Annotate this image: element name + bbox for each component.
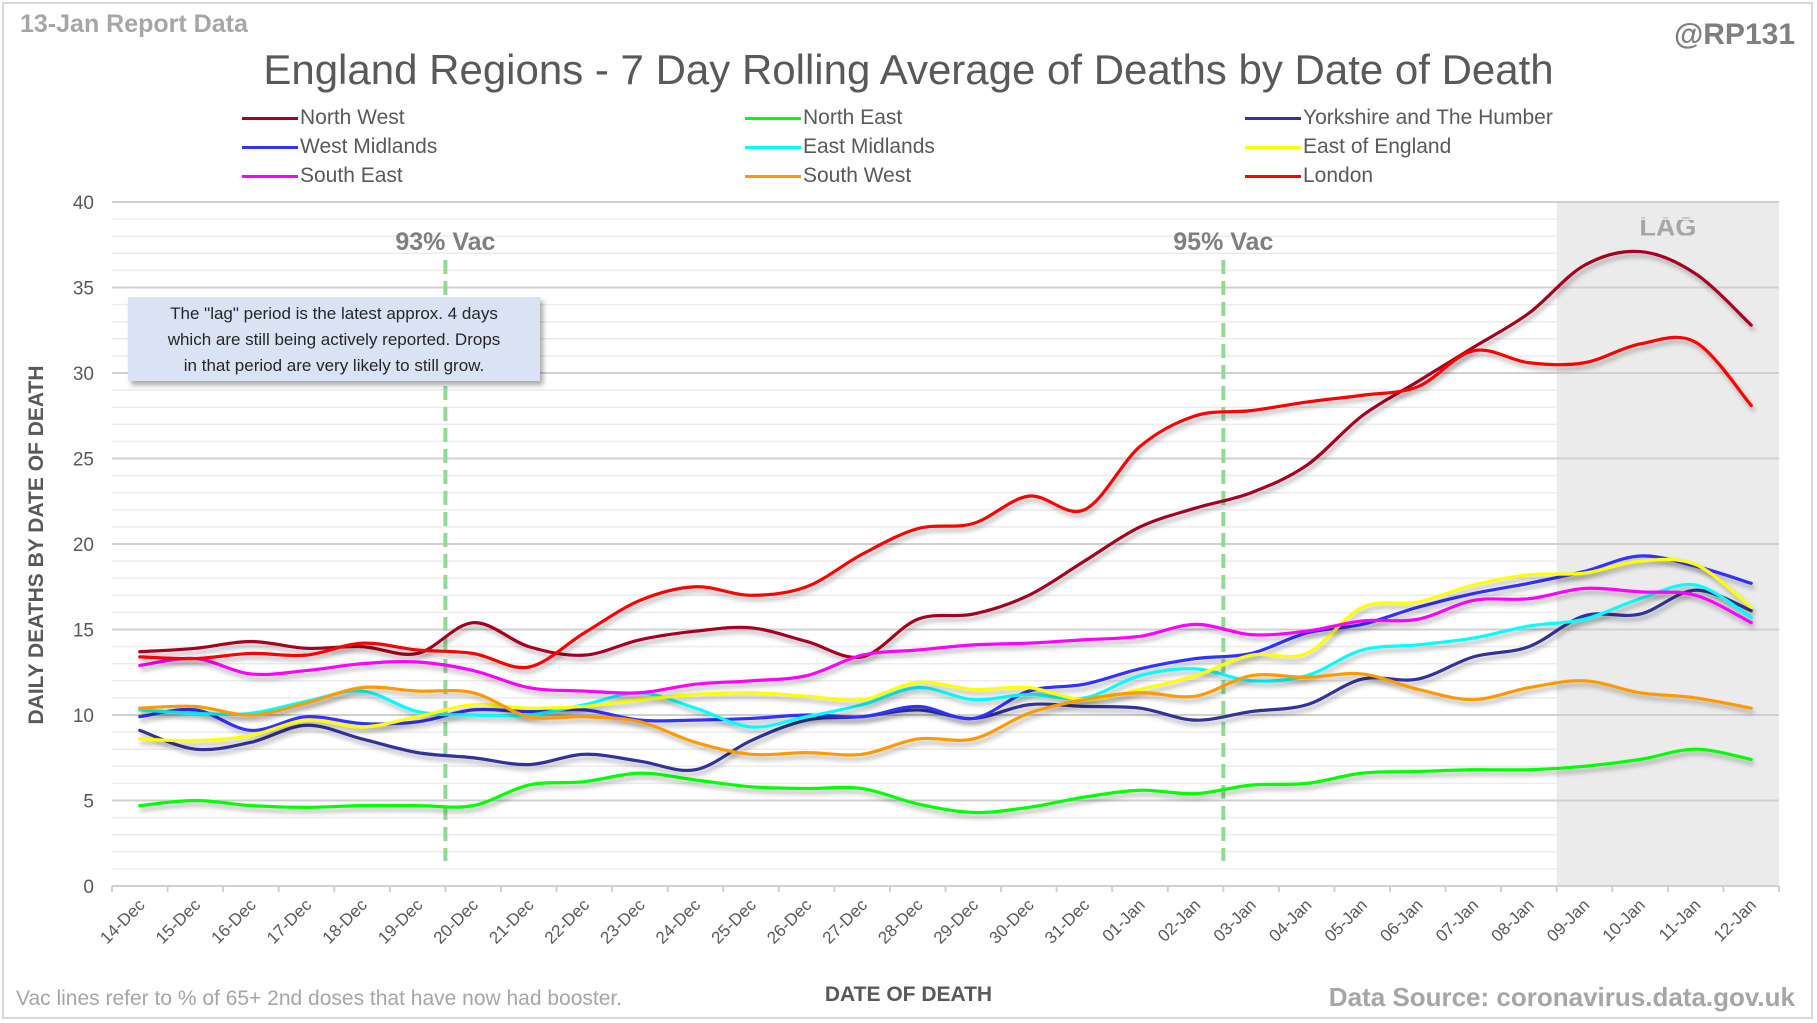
x-tick-label: 25-Dec xyxy=(708,895,761,948)
legend-label: North East xyxy=(803,106,903,129)
vac-label: 93% Vac xyxy=(395,228,495,256)
lag-label: LAG xyxy=(1639,212,1696,242)
legend-item: West Midlands xyxy=(242,133,437,161)
x-tick-label: 19-Dec xyxy=(374,895,427,948)
series-line-west-midlands xyxy=(138,554,1753,732)
x-axis-title: DATE OF DEATH xyxy=(824,983,993,1006)
x-tick-label: 08-Jan xyxy=(1488,895,1538,945)
x-tick-label: 18-Dec xyxy=(319,895,372,948)
legend-label: Yorkshire and The Humber xyxy=(1303,106,1553,129)
series-line-north-east xyxy=(138,747,1753,815)
x-tick-label: 12-Jan xyxy=(1710,895,1760,945)
legend: North West North East Yorkshire and The Hu… xyxy=(0,104,1817,194)
y-axis-title: DAILY DEATHS BY DATE OF DEATH xyxy=(25,365,48,725)
legend-label: North West xyxy=(300,106,405,129)
legend-swatch xyxy=(242,174,298,178)
legend-swatch xyxy=(1245,145,1301,149)
x-tick-label: 02-Jan xyxy=(1154,895,1204,945)
y-tick-label: 10 xyxy=(73,706,94,727)
y-tick-label: 40 xyxy=(73,193,94,214)
legend-label: East Midlands xyxy=(803,135,935,158)
legend-item: South East xyxy=(242,162,403,190)
lag-note-box: The "lag" period is the latest approx. 4… xyxy=(128,297,540,381)
x-tick-label: 29-Dec xyxy=(930,895,983,948)
x-tick-label: 27-Dec xyxy=(819,895,872,948)
x-tick-label: 28-Dec xyxy=(874,895,927,948)
legend-item: London xyxy=(1245,162,1373,190)
series-line-south-east xyxy=(138,586,1753,695)
x-tick-label: 01-Jan xyxy=(1099,895,1149,945)
x-tick-label: 26-Dec xyxy=(763,895,816,948)
x-tick-label: 14-Dec xyxy=(96,895,149,948)
legend-label: South West xyxy=(803,164,912,187)
x-tick-label: 23-Dec xyxy=(597,895,650,948)
y-tick-label: 0 xyxy=(83,877,94,898)
legend-item: East of England xyxy=(1245,133,1451,161)
y-tick-label: 15 xyxy=(73,621,94,642)
legend-item: South West xyxy=(745,162,911,190)
legend-swatch xyxy=(242,145,298,149)
x-tick-label: 07-Jan xyxy=(1432,895,1482,945)
x-tick-label: 16-Dec xyxy=(208,895,261,948)
x-tick-label: 10-Jan xyxy=(1599,895,1649,945)
lag-note-line: The "lag" period is the latest approx. 4… xyxy=(170,304,498,323)
legend-swatch xyxy=(1245,116,1301,120)
series-line-east-of-england xyxy=(138,557,1753,743)
x-tick-label: 06-Jan xyxy=(1376,895,1426,945)
x-tick-label: 22-Dec xyxy=(541,895,594,948)
legend-label: South East xyxy=(300,164,403,187)
y-axis-title-wrap: DAILY DEATHS BY DATE OF DEATH xyxy=(22,210,52,880)
chart-title: England Regions - 7 Day Rolling Average … xyxy=(263,46,1554,93)
y-tick-label: 20 xyxy=(73,535,94,556)
author-handle: @RP131 xyxy=(1674,18,1795,51)
series-line-london xyxy=(138,335,1753,670)
x-tick-label: 05-Jan xyxy=(1321,895,1371,945)
lag-note-line: in that period are very likely to still … xyxy=(183,356,485,375)
x-tick-label: 03-Jan xyxy=(1210,895,1260,945)
y-tick-label: 35 xyxy=(73,279,94,300)
x-tick-label: 04-Jan xyxy=(1265,895,1315,945)
legend-swatch xyxy=(745,116,801,120)
legend-item: North West xyxy=(242,104,405,132)
legend-item: East Midlands xyxy=(745,133,935,161)
x-tick-label: 24-Dec xyxy=(652,895,705,948)
vac-footnote: Vac lines refer to % of 65+ 2nd doses th… xyxy=(16,987,623,1010)
legend-swatch xyxy=(242,116,298,120)
x-tick-label: 21-Dec xyxy=(485,895,538,948)
legend-swatch xyxy=(745,145,801,149)
series-line-north-west xyxy=(138,249,1753,660)
legend-label: London xyxy=(1303,164,1374,187)
y-tick-label: 30 xyxy=(73,364,94,385)
series-line-south-west xyxy=(138,671,1753,757)
x-tick-label: 09-Jan xyxy=(1543,895,1593,945)
legend-item: North East xyxy=(745,104,902,132)
data-source: Data Source: coronavirus.data.gov.uk xyxy=(1328,982,1795,1012)
x-tick-label: 15-Dec xyxy=(152,895,205,948)
x-tick-label: 11-Jan xyxy=(1655,895,1704,944)
y-tick-label: 5 xyxy=(83,792,94,813)
x-tick-label: 31-Dec xyxy=(1041,895,1094,948)
lag-note-line: which are still being actively reported.… xyxy=(167,330,501,349)
x-tick-label: 20-Dec xyxy=(430,895,483,948)
legend-item: Yorkshire and The Humber xyxy=(1245,104,1553,132)
vac-label: 95% Vac xyxy=(1173,228,1273,256)
legend-swatch xyxy=(1245,174,1301,178)
legend-swatch xyxy=(745,174,801,178)
legend-label: West Midlands xyxy=(300,135,438,158)
legend-label: East of England xyxy=(1303,135,1452,158)
report-date-tag: 13-Jan Report Data xyxy=(20,10,248,38)
series-line-east-midlands xyxy=(138,582,1753,729)
y-tick-label: 25 xyxy=(73,450,94,471)
x-tick-label: 17-Dec xyxy=(263,895,316,948)
x-tick-label: 30-Dec xyxy=(985,895,1038,948)
